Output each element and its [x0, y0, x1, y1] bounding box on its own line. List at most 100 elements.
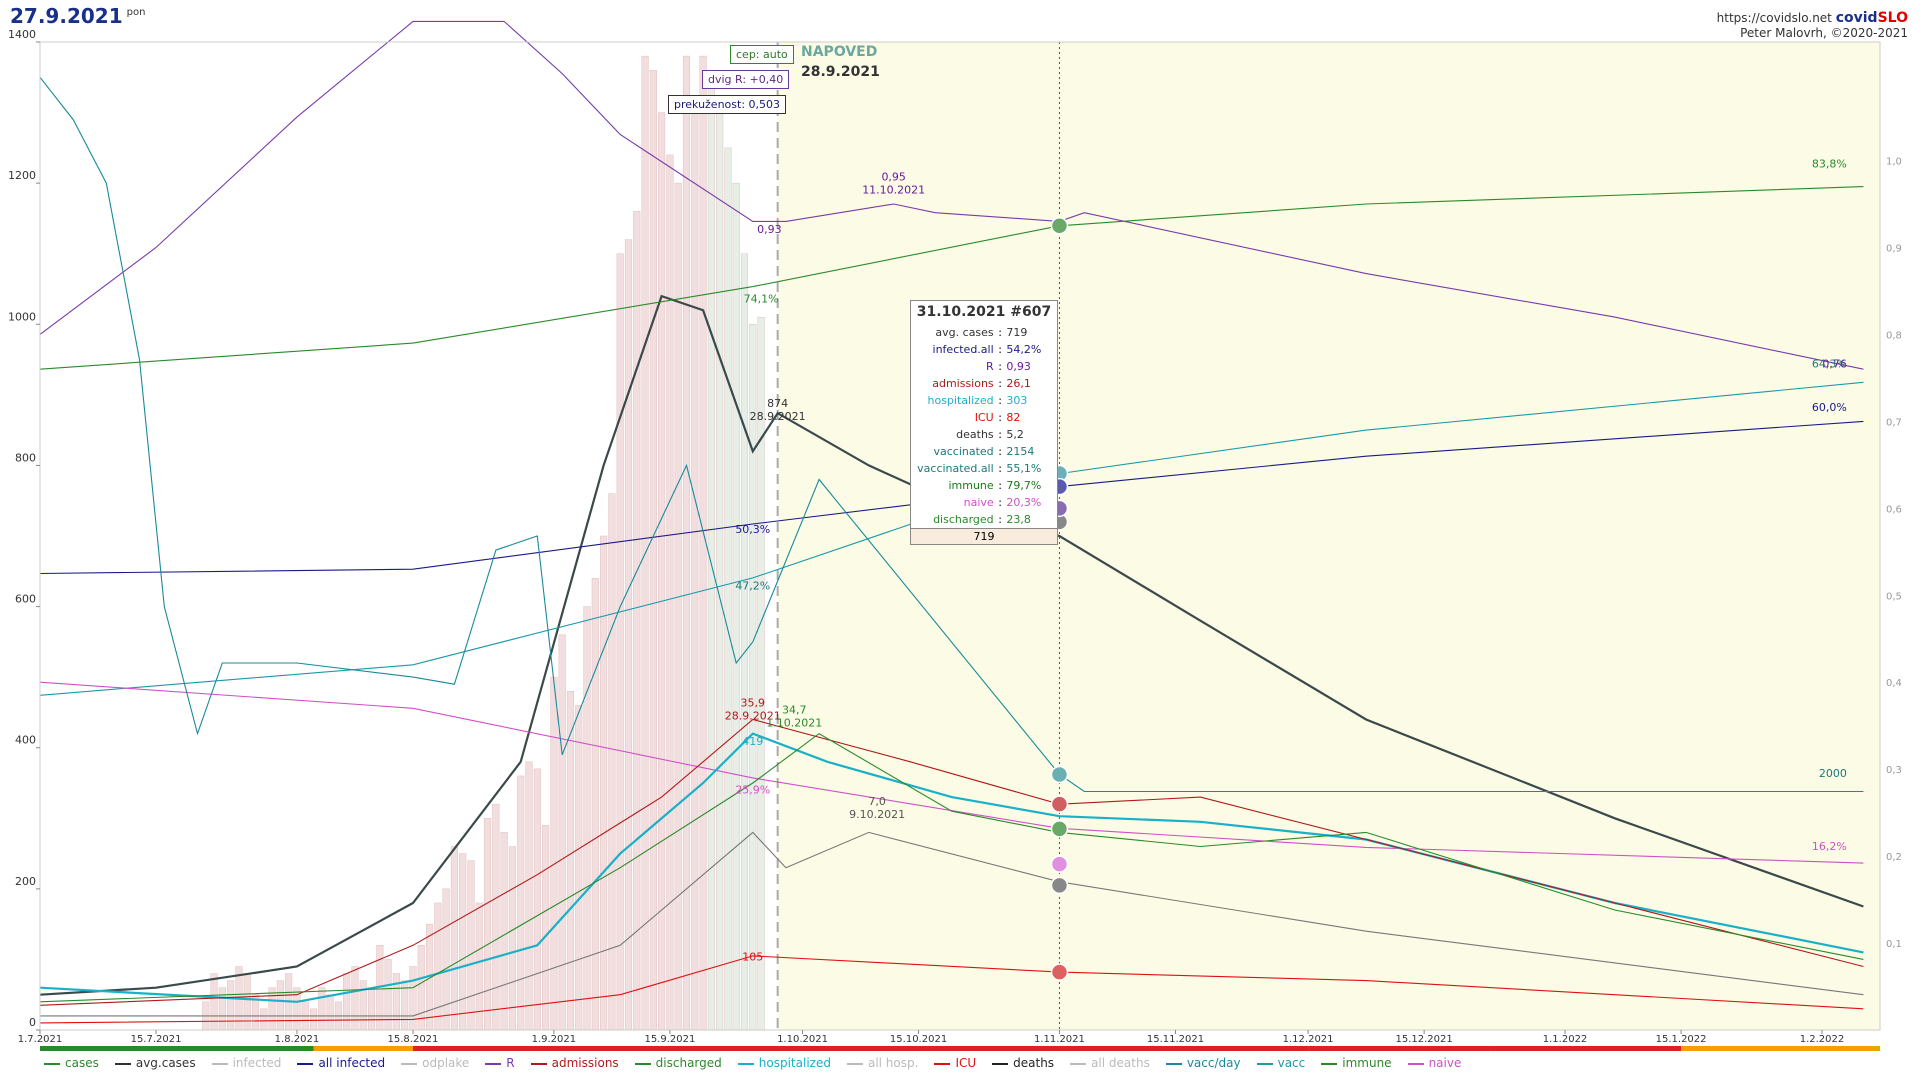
tooltip-key: infected.all	[932, 343, 994, 356]
report-day: pon	[126, 7, 146, 19]
plot-border	[39, 41, 1881, 1031]
legend-swatch	[530, 1062, 547, 1065]
r-lift-control[interactable]: dvig R: +0,40	[702, 70, 790, 89]
legend-swatch	[992, 1062, 1009, 1065]
legend-label: hospitalized	[758, 1056, 831, 1070]
cases-bar	[359, 980, 367, 1031]
cases-bar	[318, 987, 326, 1031]
legend-label: immune	[1342, 1056, 1392, 1070]
series-line-immune	[39, 186, 1864, 370]
site-url[interactable]: https://covidslo.net	[1716, 11, 1832, 25]
legend-item[interactable]: infected	[211, 1056, 281, 1070]
tooltip-row: R:0,93	[911, 358, 1057, 375]
legend-swatch	[1165, 1062, 1182, 1065]
cases-bar	[343, 973, 351, 1031]
legend-swatch	[114, 1062, 131, 1065]
forecast-label: NAPOVED	[801, 44, 878, 60]
legend-item[interactable]: discharged	[634, 1056, 722, 1070]
cases-bar	[624, 239, 633, 1031]
x-tick-label: 15.12.2021	[1396, 1034, 1453, 1045]
x-tick-label: 1.11.2021	[1034, 1034, 1085, 1045]
legend-swatch	[737, 1062, 754, 1065]
legend-label: admissions	[551, 1056, 619, 1070]
series-line-all-infected	[39, 420, 1864, 575]
brand-block: https://covidslo.net covidSLO Peter Malo…	[1717, 10, 1908, 40]
legend-item[interactable]: immune	[1321, 1056, 1392, 1070]
tooltip-sep: :	[998, 343, 1002, 356]
legend-swatch	[485, 1062, 502, 1065]
tooltip-key: ICU	[974, 411, 994, 424]
legend-item[interactable]: avg.cases	[114, 1056, 196, 1070]
cases-bar	[260, 1008, 268, 1031]
cases-bar	[600, 535, 608, 1031]
x-tick-label: 1.2.2022	[1800, 1034, 1845, 1045]
legend-item[interactable]: vacc	[1256, 1056, 1306, 1070]
cases-bar	[550, 676, 558, 1031]
cases-bar	[608, 493, 616, 1031]
cases-bar	[508, 846, 516, 1031]
series-line-avg-cases	[39, 294, 1864, 996]
legend-label: discharged	[655, 1056, 722, 1070]
cases-bar	[218, 987, 226, 1031]
tooltip-key: deaths	[956, 428, 994, 441]
tooltip-key: naive	[963, 496, 994, 509]
cases-bar	[467, 860, 475, 1031]
tooltip-value: 20,3%	[1006, 496, 1042, 509]
cep-control[interactable]: cep: auto	[730, 45, 794, 64]
tooltip-value: 2154	[1006, 445, 1035, 458]
tooltip-key: admissions	[932, 377, 994, 390]
legend-item[interactable]: all deaths	[1070, 1056, 1150, 1070]
legend-swatch	[934, 1062, 951, 1065]
cases-bar	[566, 691, 575, 1031]
cases-bar	[641, 55, 649, 1031]
legend-item[interactable]: hospitalized	[737, 1056, 831, 1070]
legend-label: vacc	[1277, 1056, 1306, 1070]
cases-bar	[724, 147, 732, 1031]
y-right-tick-label: 0,4	[1886, 678, 1902, 689]
tooltip-footer: 719	[911, 528, 1057, 544]
tooltip-key: R	[986, 360, 994, 373]
tooltip-row: hospitalized:303	[911, 392, 1057, 409]
legend-swatch	[1256, 1062, 1273, 1065]
legend-item[interactable]: all infected	[297, 1056, 385, 1070]
x-tick-label: 15.1.2022	[1656, 1034, 1707, 1045]
legend-item[interactable]: R	[485, 1056, 515, 1070]
cases-bar	[492, 803, 500, 1031]
tooltip-key: immune	[948, 479, 994, 492]
annotation-value: 7,0	[868, 795, 886, 808]
cases-bar	[707, 69, 715, 1031]
annotation-value: 0,76	[1822, 358, 1847, 371]
report-date: 27.9.2021	[10, 4, 123, 28]
tooltip-key: vaccinated	[933, 445, 994, 458]
legend-label: deaths	[1013, 1056, 1055, 1070]
legend-item[interactable]: odplake	[401, 1056, 469, 1070]
y-right-tick-label: 1,0	[1886, 157, 1902, 168]
legend-item[interactable]: deaths	[992, 1056, 1054, 1070]
series-line-admissions	[39, 718, 1864, 1006]
tooltip-sep: :	[998, 326, 1002, 339]
y-right-tick-label: 0,9	[1886, 244, 1902, 255]
legend-item[interactable]: all hosp.	[846, 1056, 918, 1070]
legend-label: ICU	[955, 1056, 977, 1070]
highlight-marker	[1050, 217, 1069, 235]
highlight-marker	[1050, 876, 1069, 895]
tooltip-key: hospitalized	[927, 394, 994, 407]
highlight-marker	[1050, 820, 1069, 838]
cases-bar	[500, 832, 508, 1031]
legend-item[interactable]: ICU	[934, 1056, 976, 1070]
cases-bar	[517, 775, 525, 1031]
legend-swatch	[634, 1062, 651, 1065]
legend-item[interactable]: admissions	[530, 1056, 619, 1070]
cases-bar	[757, 316, 765, 1031]
cases-bar	[649, 69, 657, 1031]
legend-item[interactable]: naive	[1407, 1056, 1462, 1070]
legend-item[interactable]: vacc/day	[1165, 1056, 1241, 1070]
legend-item[interactable]: cases	[44, 1056, 99, 1070]
tooltip-sep: :	[998, 377, 1002, 390]
legend-label: naive	[1428, 1056, 1462, 1070]
cases-bar	[749, 324, 757, 1031]
prekuzenost-control[interactable]: prekuženost: 0,503	[668, 95, 787, 114]
y-left-tick-label: 0	[29, 1016, 36, 1029]
x-tick-label: 15.11.2021	[1147, 1034, 1204, 1045]
annotation-value: 34,7	[782, 703, 807, 716]
